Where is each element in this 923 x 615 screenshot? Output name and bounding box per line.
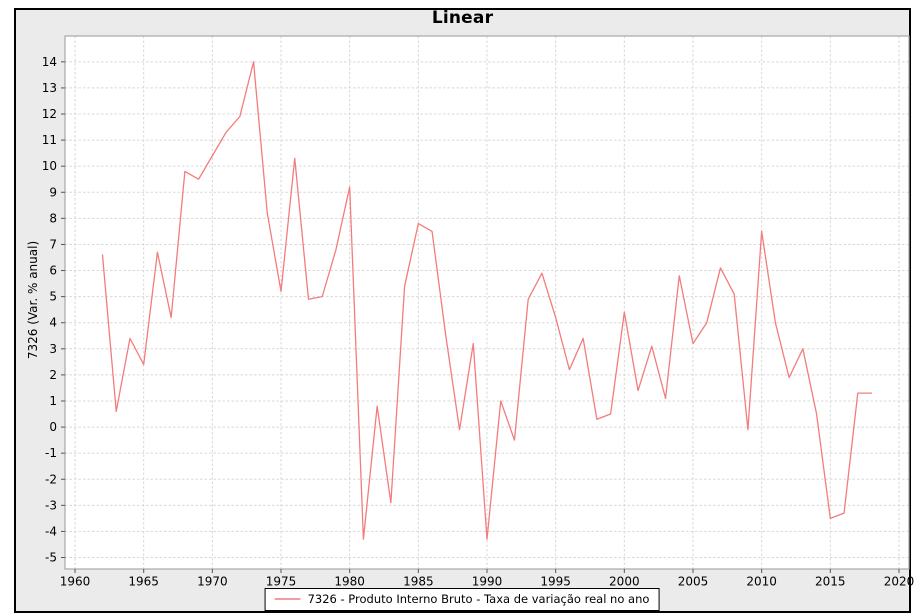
x-tick-label: 2020 (884, 575, 915, 589)
x-tick-label: 2010 (746, 575, 777, 589)
y-axis-label: 7326 (Var. % anual) (26, 240, 40, 360)
y-tick-label: 10 (42, 159, 57, 173)
legend-label: 7326 - Produto Interno Bruto - Taxa de v… (307, 592, 650, 606)
y-tick-label: 14 (42, 55, 57, 69)
x-tick-label: 2005 (678, 575, 709, 589)
y-tick-label: -2 (45, 472, 57, 486)
y-tick-label: 2 (49, 368, 57, 382)
x-tick-label: 2015 (815, 575, 846, 589)
legend-box: 7326 - Produto Interno Bruto - Taxa de v… (264, 588, 660, 611)
y-tick-label: 13 (42, 81, 57, 95)
x-tick-label: 1985 (403, 575, 434, 589)
y-tick-label: 12 (42, 107, 57, 121)
y-tick-label: -1 (45, 446, 57, 460)
y-tick-label: -5 (45, 551, 57, 565)
tick-marks (61, 61, 900, 573)
y-tick-label: 7 (49, 237, 57, 251)
x-tick-label: 1970 (197, 575, 228, 589)
tick-labels: 1960 1965 1970 1975 1980 1985 1990 1995 2000 2005… (42, 55, 915, 589)
x-tick-label: 1990 (472, 575, 503, 589)
y-tick-label: 4 (49, 316, 57, 330)
data-line (101, 61, 873, 540)
y-tick-label: 11 (42, 133, 57, 147)
y-tick-label: 0 (49, 420, 57, 434)
legend-line-icon (274, 598, 301, 600)
x-tick-label: 1975 (266, 575, 297, 589)
x-tick-label: 1995 (540, 575, 571, 589)
y-tick-label: 1 (49, 394, 57, 408)
y-tick-label: -3 (45, 498, 57, 512)
x-tick-label: 1960 (60, 575, 91, 589)
y-tick-label: 5 (49, 290, 57, 304)
y-tick-label: 3 (49, 342, 57, 356)
y-tick-label: 8 (49, 211, 57, 225)
y-tick-label: 9 (49, 185, 57, 199)
x-tick-label: 2000 (609, 575, 640, 589)
x-tick-label: 1965 (128, 575, 159, 589)
y-tick-label: 6 (49, 264, 57, 278)
x-tick-label: 1980 (334, 575, 365, 589)
y-tick-label: -4 (45, 524, 57, 538)
chart-title: Linear (431, 8, 494, 28)
